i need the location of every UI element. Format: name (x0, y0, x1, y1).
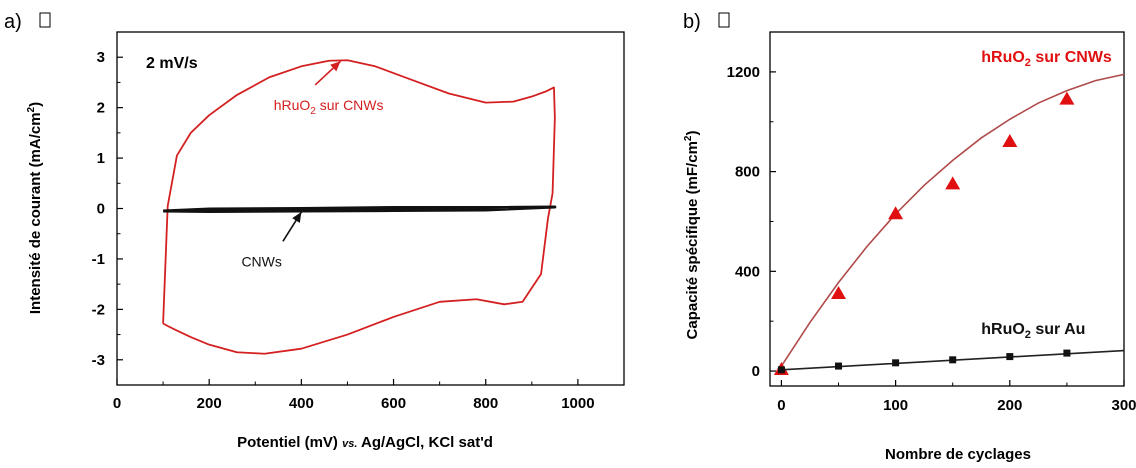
y-tick-label-b-3: 1200 (727, 64, 760, 81)
y-tick-label-a-0: -3 (92, 352, 105, 369)
x-tick-label-a-4: 800 (473, 395, 498, 412)
y-tick-label-a-4: 1 (97, 150, 105, 167)
data-point-b-0-3 (945, 176, 961, 190)
data-point-b-1-2 (892, 359, 900, 367)
panel-b-label: b) (683, 11, 701, 33)
series-label-b-0: hRuO2 sur CNWs (981, 49, 1112, 69)
panel-a-ticks: 0 200 400 600 800 1000 -3 -2 -1 0 1 2 3 (92, 49, 595, 412)
panel-b-box-glyph (718, 12, 730, 28)
data-point-b-0-1 (831, 286, 847, 300)
panel-a-series (162, 59, 557, 355)
panel-b-series (773, 73, 1125, 376)
data-point-b-1-3 (949, 356, 957, 364)
data-point-b-1-1 (835, 362, 843, 370)
panel-a-box-glyph (39, 12, 51, 28)
panel-b-ticks: 0 100 200 300 0 400 800 1200 (727, 64, 1136, 414)
y-tick-label-a-5: 2 (97, 100, 105, 117)
y-tick-label-a-3: 0 (97, 201, 105, 218)
data-point-b-0-5 (1059, 91, 1075, 105)
y-tick-label-b-2: 800 (735, 164, 760, 181)
x-tick-label-b-2: 200 (997, 397, 1022, 414)
series-label-a-0: hRuO2 sur CNWs (274, 97, 384, 117)
x-tick-label-a-2: 400 (289, 395, 314, 412)
y-tick-label-a-1: -2 (92, 301, 105, 318)
panel-b-annotations: hRuO2 sur CNWs hRuO2 sur Au (981, 49, 1112, 341)
x-tick-label-b-1: 100 (883, 397, 908, 414)
panel-a-annotations: hRuO2 sur CNWs CNWs (241, 60, 384, 269)
panel-b-plot-frame (769, 31, 1125, 387)
series-arrow-a-0-head (330, 61, 341, 72)
x-tick-label-b-3: 300 (1111, 397, 1136, 414)
panel-a-x-axis-title: Potentiel (mV) vs. Ag/AgCl, KCl sat'd (237, 434, 493, 451)
cv-curve-1 (163, 205, 557, 214)
data-point-b-1-5 (1063, 349, 1071, 357)
panel-a-label: a) (4, 11, 22, 33)
x-tick-label-a-3: 600 (381, 395, 406, 412)
series-arrow-a-1-head (292, 212, 302, 223)
fit-line-b-0 (780, 73, 1125, 367)
data-point-b-1-0 (777, 366, 785, 374)
y-tick-label-b-1: 400 (735, 263, 760, 280)
panel-a-scan-rate: 2 mV/s (146, 55, 198, 72)
x-tick-label-b-0: 0 (777, 397, 785, 414)
panel-a-y-axis-title: Intensité de courant (mA/cm2) (26, 102, 44, 314)
data-point-b-0-4 (1002, 133, 1018, 147)
x-tick-label-a-1: 200 (197, 395, 222, 412)
y-tick-label-a-6: 3 (97, 49, 105, 66)
y-tick-label-b-0: 0 (752, 363, 760, 380)
x-tick-label-a-5: 1000 (561, 395, 594, 412)
y-tick-label-a-2: -1 (92, 251, 105, 268)
panel-b-x-axis-title: Nombre de cyclages (885, 446, 1031, 463)
data-point-b-1-4 (1006, 353, 1014, 361)
series-label-b-1: hRuO2 sur Au (981, 321, 1085, 341)
data-point-b-0-2 (888, 206, 904, 220)
panel-b-y-axis-title: Capacité spécifique (mF/cm2) (683, 131, 701, 340)
series-label-a-1: CNWs (241, 253, 281, 269)
x-tick-label-a-0: 0 (113, 395, 121, 412)
cv-curve-0 (162, 59, 556, 355)
